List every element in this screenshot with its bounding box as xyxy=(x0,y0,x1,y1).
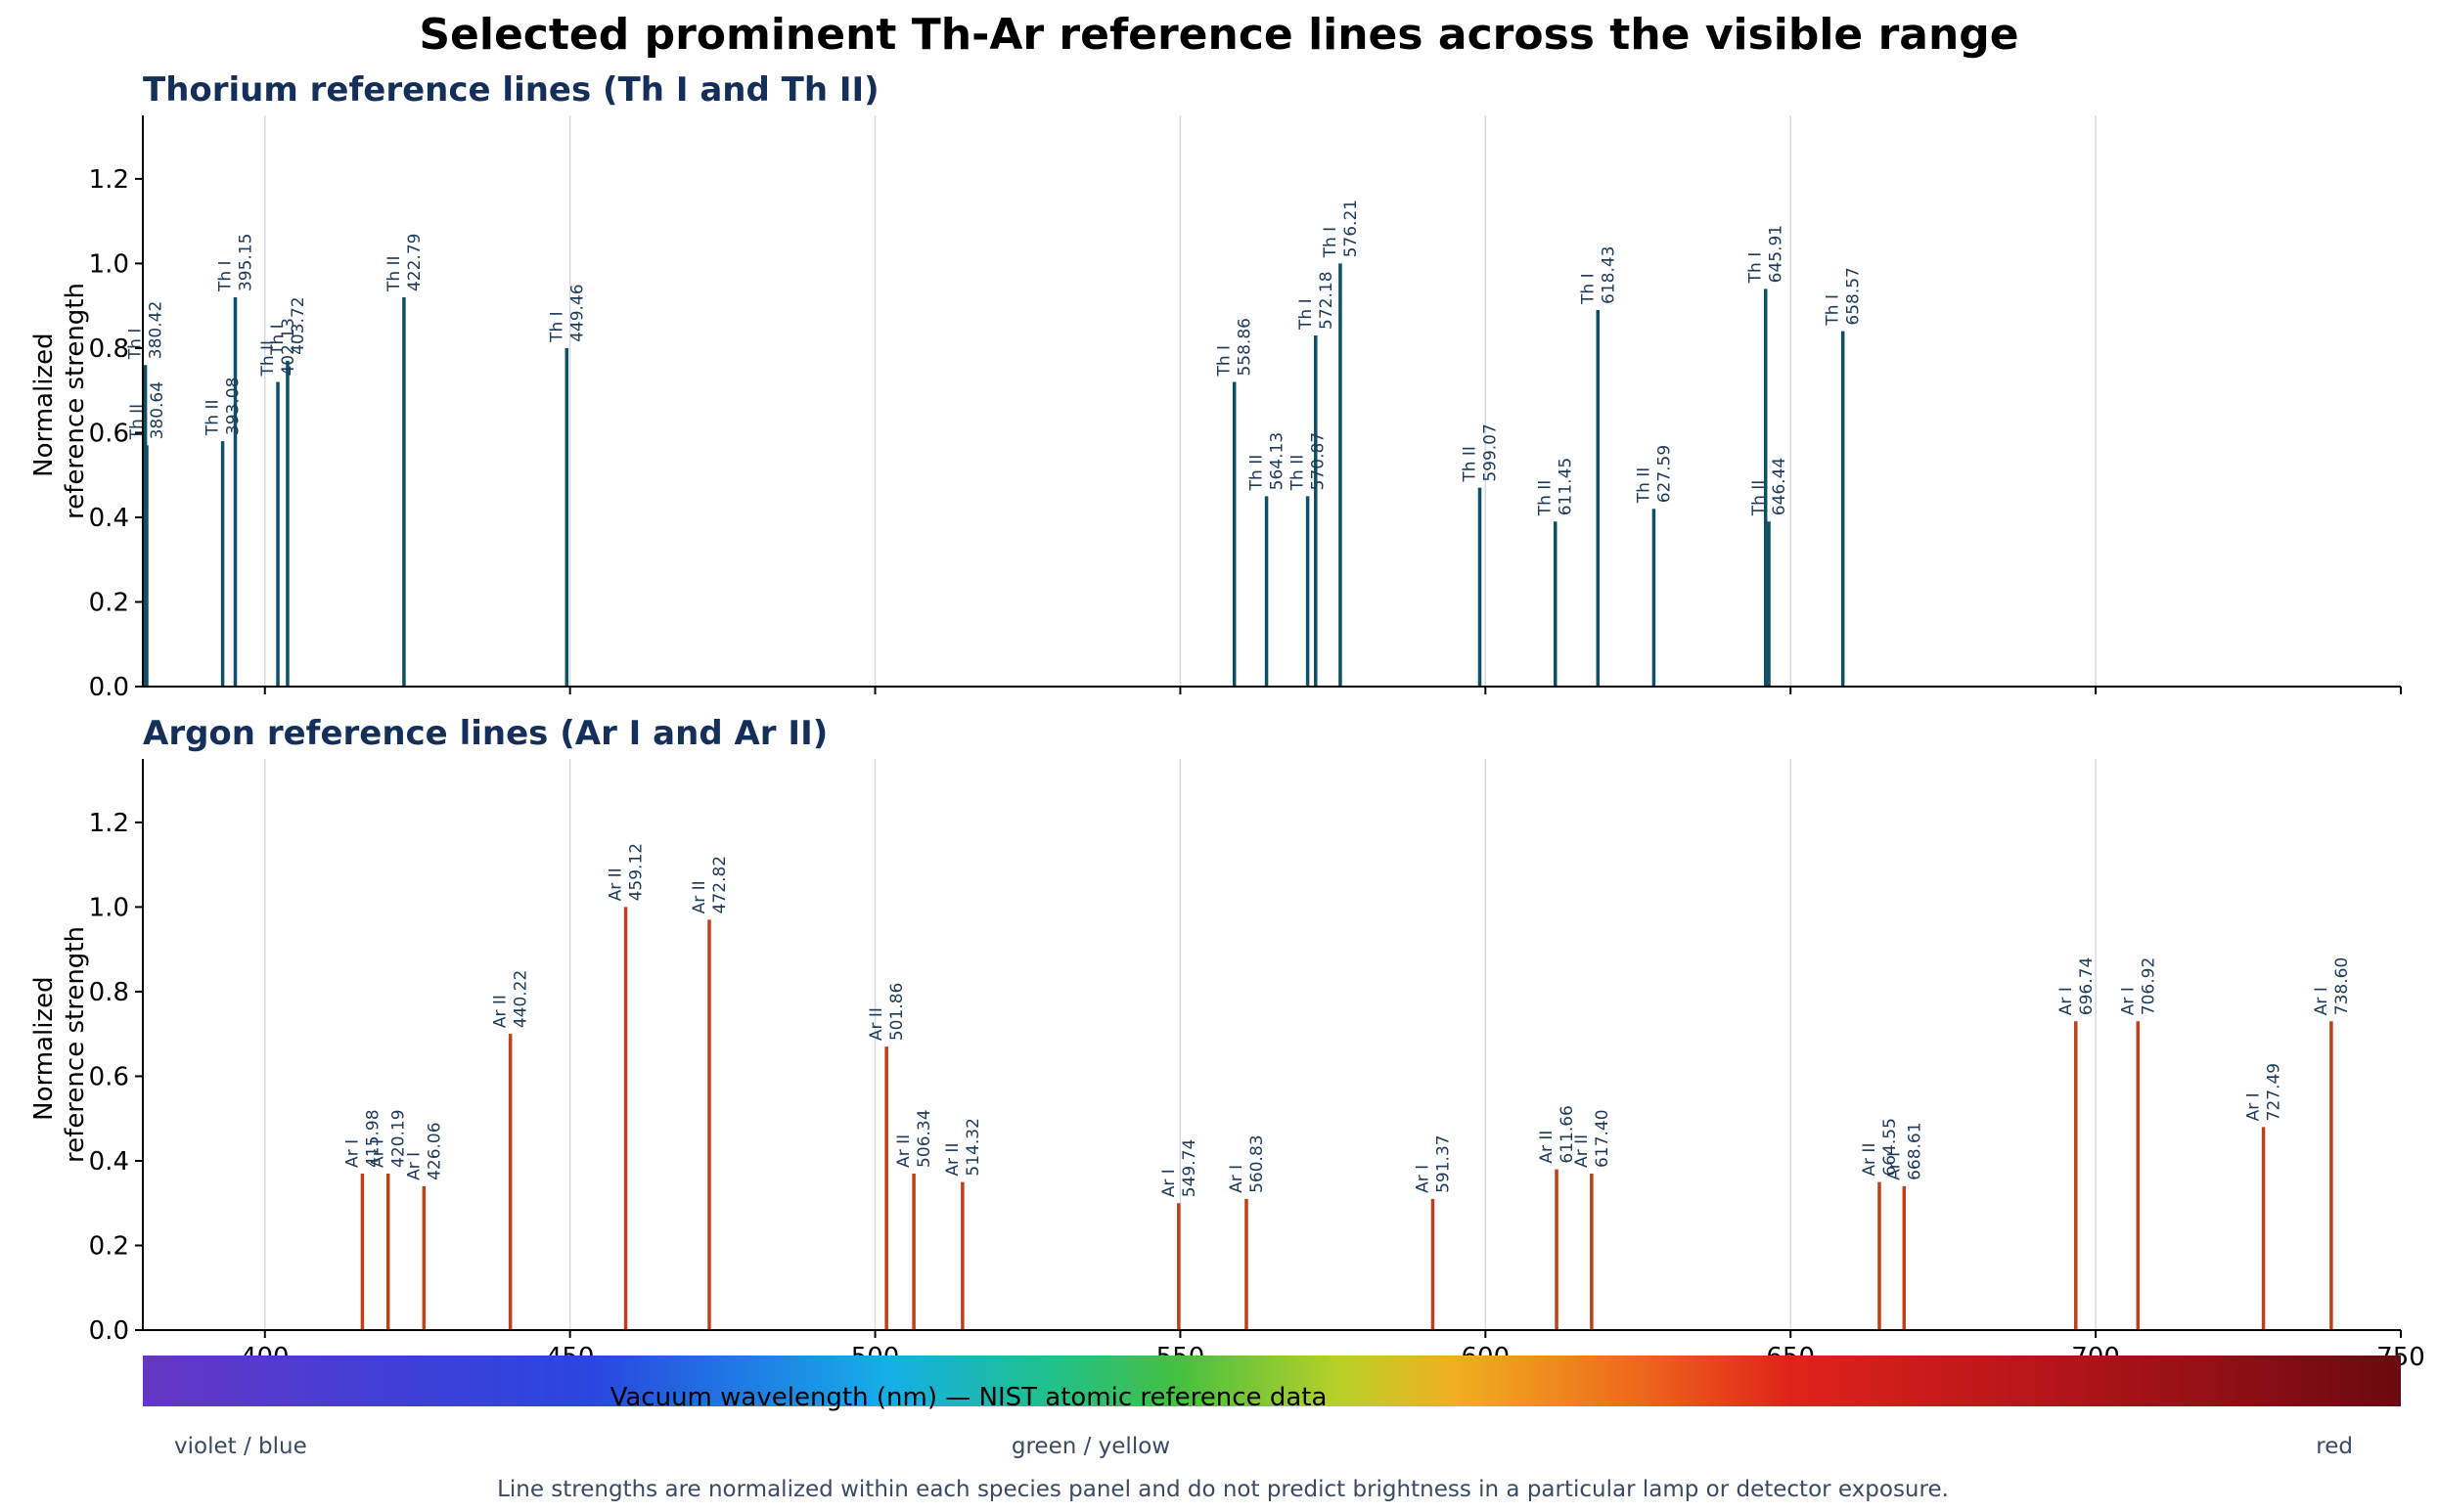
argon-line-label: Ar II472.82 xyxy=(690,856,730,913)
argon-line-label: Ar I706.92 xyxy=(2118,957,2158,1015)
thorium-line-label: Th I403.72 xyxy=(268,296,308,355)
argon-line-label: Ar II611.66 xyxy=(1537,1105,1577,1163)
spectrum-label-red: red xyxy=(2316,1434,2353,1459)
thorium-line-label: Th II570.87 xyxy=(1288,432,1329,491)
thorium-line-label: Th II393.08 xyxy=(203,378,244,436)
argon-line-label: Ar I738.60 xyxy=(2312,957,2352,1015)
thorium-y-tick-label: 1.2 xyxy=(89,165,129,195)
argon-line-label: Ar II501.86 xyxy=(867,983,907,1041)
argon-y-axis-label: Normalized reference strength xyxy=(29,926,90,1163)
thorium-line-label: Th I572.18 xyxy=(1296,271,1336,330)
visible-spectrum-band xyxy=(143,1356,2401,1406)
argon-line-label: Ar I591.37 xyxy=(1413,1134,1453,1192)
thorium-line-label: Th I380.42 xyxy=(126,301,166,360)
thorium-line-label: Th II402.13 xyxy=(258,318,298,377)
argon-y-tick-label: 0.0 xyxy=(89,1316,129,1346)
thorium-line-label: Th I558.86 xyxy=(1215,318,1255,377)
thorium-line-label: Th II599.07 xyxy=(1461,423,1501,482)
argon-panel-title: Argon reference lines (Ar I and Ar II) xyxy=(143,714,828,753)
thorium-y-axis-label: Normalized reference strength xyxy=(29,283,90,519)
thorium-y-axis: 0.0 0.2 0.4 0.6 0.8 1.0 1.2 xyxy=(89,165,143,702)
thorium-line-label: Th I449.46 xyxy=(547,284,587,342)
thorium-panel: Thorium reference lines (Th I and Th II)… xyxy=(29,70,2402,702)
thorium-line-label: Th II646.44 xyxy=(1749,458,1789,516)
argon-line-label: Ar I668.61 xyxy=(1884,1122,1924,1179)
thorium-line-label: Th II422.79 xyxy=(384,234,425,292)
thorium-y-tick-label: 0.6 xyxy=(89,419,129,448)
argon-line-label: Ar I727.49 xyxy=(2244,1063,2284,1121)
argon-y-tick-label: 1.2 xyxy=(89,809,129,838)
argon-y-tick-label: 0.2 xyxy=(89,1231,129,1261)
argon-y-tick-label: 0.6 xyxy=(89,1062,129,1091)
argon-line-label: Ar I415.98 xyxy=(342,1109,383,1167)
chart-title: Selected prominent Th-Ar reference lines… xyxy=(419,10,2018,60)
x-axis-label: Vacuum wavelength (nm) — NIST atomic ref… xyxy=(610,1383,1328,1412)
argon-line-label: Ar I560.83 xyxy=(1227,1134,1267,1192)
argon-line-label: Ar II459.12 xyxy=(607,843,647,901)
thorium-lines xyxy=(143,263,1845,687)
thorium-line-label: Th II627.59 xyxy=(1634,445,1674,504)
argon-y-tick-label: 0.8 xyxy=(89,978,129,1007)
argon-line-label: Ar I420.19 xyxy=(369,1109,409,1167)
argon-line-label: Ar II664.55 xyxy=(1860,1118,1900,1176)
thorium-line-label: Th I395.15 xyxy=(216,234,256,292)
thorium-grid xyxy=(264,115,2097,687)
thorium-line-label: Th I645.91 xyxy=(1746,225,1786,284)
thorium-x-ticks xyxy=(263,687,2402,694)
thorium-line-label: Th II380.64 xyxy=(127,381,167,440)
thorium-panel-title: Thorium reference lines (Th I and Th II) xyxy=(143,70,880,110)
argon-line-label: Ar II514.32 xyxy=(943,1118,983,1176)
argon-lines xyxy=(360,907,2333,1330)
argon-y-tick-label: 1.0 xyxy=(89,893,129,922)
thorium-line-label: Th I576.21 xyxy=(1321,200,1361,258)
argon-line-label: Ar I696.74 xyxy=(2056,957,2097,1015)
thorium-y-tick-label: 0.0 xyxy=(89,673,129,702)
argon-line-label: Ar II506.34 xyxy=(894,1109,934,1167)
thorium-y-tick-label: 0.2 xyxy=(89,588,129,617)
argon-line-label: Ar II617.40 xyxy=(1572,1109,1612,1167)
thorium-line-label: Th I658.57 xyxy=(1824,267,1864,326)
argon-line-label: Ar I426.06 xyxy=(404,1122,444,1179)
footnote: Line strengths are normalized within eac… xyxy=(497,1477,1949,1502)
thorium-y-tick-label: 0.4 xyxy=(89,504,129,533)
thorium-y-tick-label: 0.8 xyxy=(89,334,129,364)
spectrum-label-green-yellow: green / yellow xyxy=(1012,1434,1170,1459)
argon-y-axis: 0.0 0.2 0.4 0.6 0.8 1.0 1.2 xyxy=(89,809,143,1346)
spectrum-label-violet-blue: violet / blue xyxy=(174,1434,307,1459)
argon-line-label: Ar I549.74 xyxy=(1159,1139,1199,1197)
thorium-line-label: Th II564.13 xyxy=(1247,432,1287,491)
thorium-y-tick-label: 1.0 xyxy=(89,249,129,279)
argon-line-label: Ar II440.22 xyxy=(491,970,531,1028)
thorium-line-label: Th I618.43 xyxy=(1578,246,1618,305)
thorium-line-labels: Th I380.42 Th II380.64 Th II393.08 Th I395.… xyxy=(126,200,1864,516)
argon-panel: Argon reference lines (Ar I and Ar II) A… xyxy=(29,714,2425,1372)
argon-y-tick-label: 0.4 xyxy=(89,1147,129,1177)
thorium-line-label: Th II611.45 xyxy=(1536,458,1576,516)
